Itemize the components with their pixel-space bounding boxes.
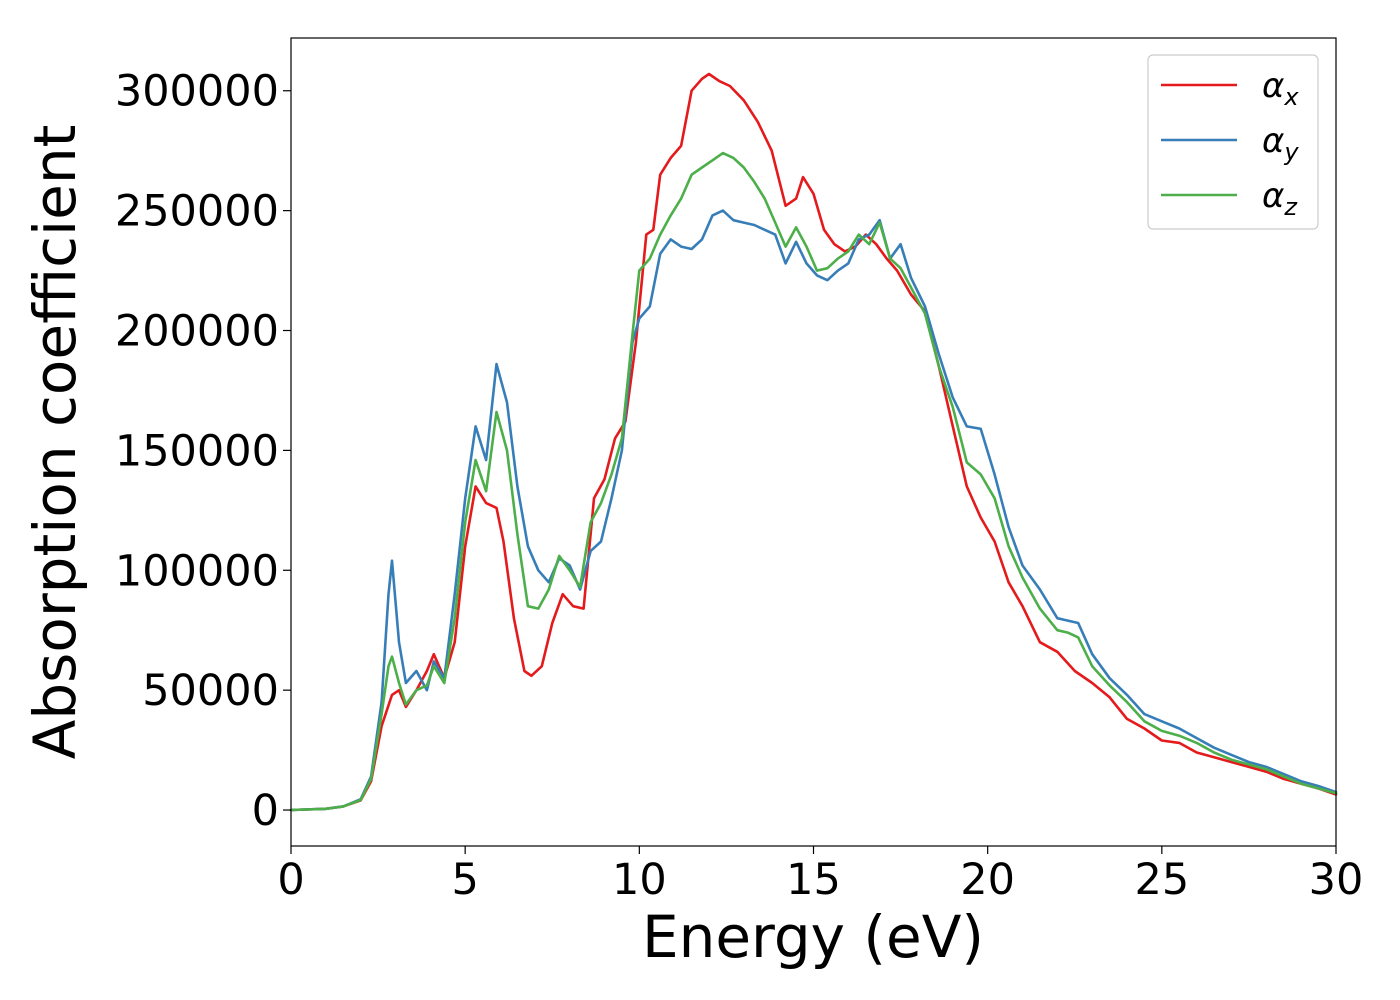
y-tick-label: 50000 [142,666,279,716]
x-tick-label: 15 [786,855,841,905]
x-tick-label: 5 [451,855,478,905]
y-axis: 0 50000 100000 150000 200000 250000 300000 [115,67,291,836]
x-tick-label: 25 [1134,855,1189,905]
x-tick-label: 0 [277,855,304,905]
series-line-z [289,151,1338,812]
y-tick-label: 300000 [115,67,279,117]
y-tick-label: 150000 [115,426,279,476]
y-tick-label: 100000 [115,546,279,596]
y-tick-label: 200000 [115,307,279,357]
x-axis-title: Energy (eV) [642,903,984,971]
series-layer [289,72,1338,812]
legend-box [1147,54,1319,230]
y-tick-label: 250000 [115,187,279,237]
x-tick-label: 10 [612,855,667,905]
series-line-y [289,209,1338,812]
series-line-x [289,72,1338,812]
y-axis-title: Absorption coefficient [21,125,89,760]
x-axis: 0 5 10 15 20 25 30 [277,846,1363,905]
x-tick-label: 30 [1309,855,1364,905]
x-tick-label: 20 [960,855,1015,905]
y-tick-label: 0 [252,786,279,836]
